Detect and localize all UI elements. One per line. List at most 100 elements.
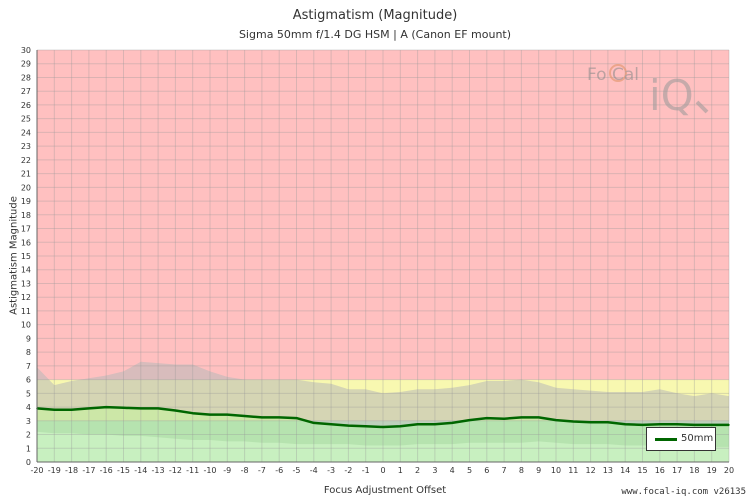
x-tick-label: 8 (519, 466, 524, 475)
y-axis-label: Astigmatism Magnitude (8, 196, 20, 315)
y-tick-label: 10 (21, 321, 31, 330)
data-point (313, 422, 315, 424)
data-point (693, 424, 696, 426)
x-tick-label: -19 (48, 466, 61, 475)
x-tick-label: 1 (398, 466, 403, 475)
data-point (537, 416, 540, 419)
y-tick-label: 3 (26, 417, 31, 426)
x-tick-label: -17 (82, 466, 95, 475)
x-tick-label: -8 (241, 466, 249, 475)
x-tick-label: 11 (568, 466, 578, 475)
y-tick-label: 27 (21, 87, 31, 96)
y-tick-label: 13 (21, 279, 31, 288)
x-tick-label: -9 (223, 466, 231, 475)
legend: 50mm (646, 427, 716, 451)
logo-ring-icon (609, 64, 627, 82)
x-tick-label: -10 (203, 466, 216, 475)
x-tick-label: 7 (502, 466, 507, 475)
data-point (659, 423, 661, 426)
y-tick-label: 29 (21, 60, 31, 69)
y-tick-label: 7 (26, 362, 31, 371)
y-tick-label: 20 (21, 183, 31, 192)
data-point (278, 416, 281, 419)
data-point (243, 415, 246, 417)
x-tick-label: 16 (655, 466, 665, 475)
x-tick-label: -7 (258, 466, 266, 475)
y-tick-label: 24 (21, 128, 31, 137)
data-point (710, 424, 713, 426)
x-tick-label: -15 (117, 466, 130, 475)
data-point (140, 407, 142, 410)
magnifier-handle-icon (695, 100, 709, 114)
y-tick-label: 19 (21, 197, 31, 206)
data-point (261, 416, 263, 419)
y-tick-label: 11 (21, 307, 31, 316)
data-point (589, 421, 592, 423)
grid (36, 49, 730, 463)
data-point (520, 416, 523, 419)
x-tick-label: 0 (380, 466, 385, 475)
x-tick-label: 14 (620, 466, 630, 475)
data-point (486, 417, 488, 419)
data-point (226, 413, 229, 416)
x-tick-label: 20 (724, 466, 734, 475)
y-tick-label: 1 (26, 444, 31, 453)
y-tick-label: 17 (21, 225, 31, 234)
y-tick-label: 2 (26, 431, 31, 440)
data-point (728, 424, 730, 426)
x-tick-label: 6 (484, 466, 489, 475)
x-tick-label: 18 (689, 466, 699, 475)
y-tick-label: 15 (21, 252, 31, 261)
data-point (434, 423, 436, 426)
data-point (295, 417, 298, 419)
x-tick-label: -16 (100, 466, 113, 475)
data-point (416, 423, 419, 426)
x-tick-label: -11 (186, 466, 199, 475)
y-tick-label: 30 (21, 46, 31, 55)
data-point (70, 409, 73, 411)
data-point (451, 422, 454, 424)
x-tick-label: 19 (707, 466, 717, 475)
y-tick-label: 12 (21, 293, 31, 302)
y-tick-label: 14 (21, 266, 31, 275)
x-tick-label: 3 (432, 466, 437, 475)
y-tick-label: 8 (26, 348, 31, 357)
chart-title: Astigmatism (Magnitude) (292, 8, 458, 23)
data-point (468, 419, 471, 421)
x-tick-label: -6 (275, 466, 283, 475)
logo-text-cal: Cal (612, 65, 639, 85)
y-tick-label: 9 (26, 334, 31, 343)
logo-text-fo: Fo (587, 65, 607, 85)
data-point (555, 419, 557, 421)
data-point (503, 417, 505, 420)
x-tick-label: -18 (65, 466, 78, 475)
x-tick-label: -1 (362, 466, 370, 475)
x-tick-label: -4 (310, 466, 318, 475)
x-tick-label: 10 (551, 466, 561, 475)
y-tick-label: 28 (21, 73, 31, 82)
data-point (624, 423, 626, 426)
data-point (191, 412, 194, 415)
x-tick-label: 9 (536, 466, 541, 475)
data-point (572, 420, 575, 423)
data-point (382, 426, 384, 428)
x-tick-label: 4 (450, 466, 455, 475)
x-tick-label: 15 (637, 466, 647, 475)
data-point (88, 407, 90, 410)
y-tick-label: 22 (21, 156, 31, 165)
x-tick-label: 5 (467, 466, 472, 475)
legend-label-50mm: 50mm (681, 433, 714, 444)
y-tick-label: 18 (21, 211, 31, 220)
x-tick-label: 12 (586, 466, 596, 475)
x-tick-label: 13 (603, 466, 613, 475)
credit-text: www.focal-iq.com v26135 (621, 487, 746, 497)
series-lines (36, 405, 730, 429)
data-point (174, 409, 177, 412)
data-point (53, 409, 56, 411)
x-tick-label: -2 (344, 466, 352, 475)
y-tick-label: 6 (26, 376, 31, 385)
y-tick-label: 25 (21, 115, 31, 124)
x-tick-label: 2 (415, 466, 420, 475)
data-point (607, 421, 609, 423)
